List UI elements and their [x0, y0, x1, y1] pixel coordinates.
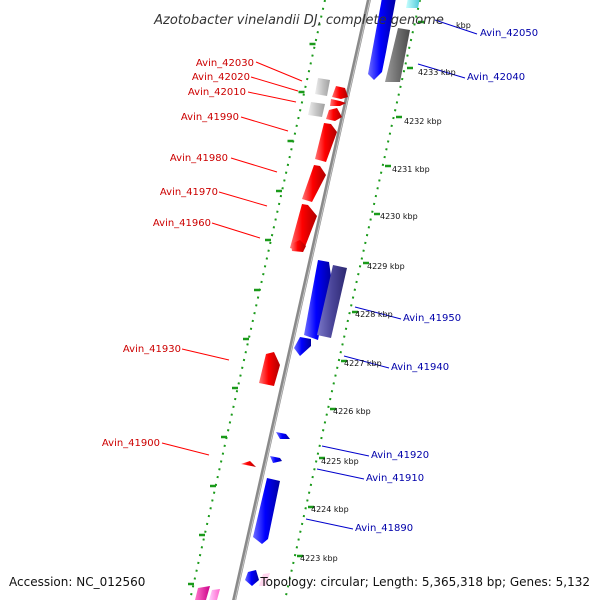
- kbp-tick-labels: kbp 4233 kbp 4232 kbp 4231 kbp 4230 kbp …: [300, 21, 471, 563]
- gene-label-avin-41930[interactable]: Avin_41930: [123, 344, 181, 355]
- right-dotted-ring: [284, 0, 421, 600]
- gene-arrow-avin-42020: [332, 86, 348, 99]
- gene-label-avin-41950[interactable]: Avin_41950: [403, 313, 461, 324]
- gene-arrow-avin-42050: [368, 0, 396, 80]
- gene-arrow-avin-41960: [290, 204, 317, 252]
- gene-label-avin-41960[interactable]: Avin_41960: [153, 218, 211, 229]
- gene-arrow-avin-41990: [326, 108, 342, 121]
- gene-arrow-avin-41950-purple: [317, 265, 347, 338]
- right-gene-labels: Avin_42050 Avin_42040 Avin_41950 Avin_41…: [355, 28, 538, 534]
- left-gene-labels: Avin_42030 Avin_42020 Avin_42010 Avin_41…: [102, 58, 254, 449]
- accession-text: Accession: NC_012560: [9, 575, 145, 589]
- gene-label-avin-41910[interactable]: Avin_41910: [366, 473, 424, 484]
- kbp-label-4228: 4228 kbp: [355, 310, 393, 319]
- gene-arrow-avin-42040: [385, 28, 410, 82]
- kbp-label-4223: 4223 kbp: [300, 554, 338, 563]
- kbp-label-4229: 4229 kbp: [367, 262, 405, 271]
- gene-arrow-avin-41920: [276, 432, 290, 439]
- kbp-label-4227: 4227 kbp: [344, 359, 382, 368]
- gene-arrow-avin-42030: [315, 78, 330, 96]
- map-title: Azotobacter vinelandii DJ, complete geno…: [153, 13, 444, 28]
- gene-arrow-grey-small: [308, 102, 325, 117]
- gene-arrow-avin-41970: [302, 165, 326, 202]
- kbp-label-4231: 4231 kbp: [392, 165, 430, 174]
- gene-label-avin-42010[interactable]: Avin_42010: [188, 87, 246, 98]
- gene-label-avin-41970[interactable]: Avin_41970: [160, 187, 218, 198]
- left-leader-lines: [161, 61, 303, 456]
- kbp-label-4232: 4232 kbp: [404, 117, 442, 126]
- gene-arrow-avin-41890: [253, 478, 280, 544]
- gene-label-avin-42030[interactable]: Avin_42030: [196, 58, 254, 69]
- gene-label-avin-42050[interactable]: Avin_42050: [480, 28, 538, 39]
- forward-strand-features: [245, 0, 420, 586]
- gene-arrow-avin-41950-blue: [304, 260, 331, 340]
- gene-arrow-pink: [209, 589, 220, 600]
- kbp-label-4225: 4225 kbp: [321, 457, 359, 466]
- gene-arrow-bottom-pink: [259, 573, 270, 586]
- gene-arrow-cyan: [406, 0, 420, 8]
- gene-label-avin-42020[interactable]: Avin_42020: [192, 72, 250, 83]
- gene-arrow-avin-41940: [294, 337, 311, 356]
- backbone-highlight: [234, 0, 371, 600]
- right-leader-lines: [305, 19, 478, 530]
- kbp-label-4224: 4224 kbp: [311, 505, 349, 514]
- kbp-label-4233: 4233 kbp: [418, 68, 456, 77]
- gene-arrow-avin-41980: [315, 123, 337, 162]
- right-tick-marks: [297, 20, 424, 558]
- gene-label-avin-41980[interactable]: Avin_41980: [170, 153, 228, 164]
- topology-text: Topology: circular; Length: 5,365,318 bp…: [259, 575, 590, 589]
- gene-arrow-avin-41910: [270, 456, 282, 463]
- gene-label-avin-42040[interactable]: Avin_42040: [467, 72, 525, 83]
- gene-arrow-magenta: [195, 586, 210, 600]
- reverse-strand-features: [195, 78, 348, 600]
- gene-label-avin-41900[interactable]: Avin_41900: [102, 438, 160, 449]
- kbp-label-4234: kbp: [456, 21, 471, 30]
- gene-arrow-small-red: [291, 240, 306, 252]
- left-dotted-ring: [189, 0, 326, 600]
- gene-arrow-avin-41900: [241, 461, 256, 467]
- gene-arrow-bottom-blue: [245, 570, 259, 586]
- gene-arrow-avin-42010: [330, 99, 346, 106]
- kbp-label-4230: 4230 kbp: [380, 212, 418, 221]
- gene-label-avin-41890[interactable]: Avin_41890: [355, 523, 413, 534]
- gene-label-avin-41920[interactable]: Avin_41920: [371, 450, 429, 461]
- kbp-label-4226: 4226 kbp: [333, 407, 371, 416]
- gene-label-avin-41990[interactable]: Avin_41990: [181, 112, 239, 123]
- left-tick-marks: [188, 42, 316, 586]
- gene-label-avin-41940[interactable]: Avin_41940: [391, 362, 449, 373]
- gene-arrow-avin-41930: [259, 352, 280, 386]
